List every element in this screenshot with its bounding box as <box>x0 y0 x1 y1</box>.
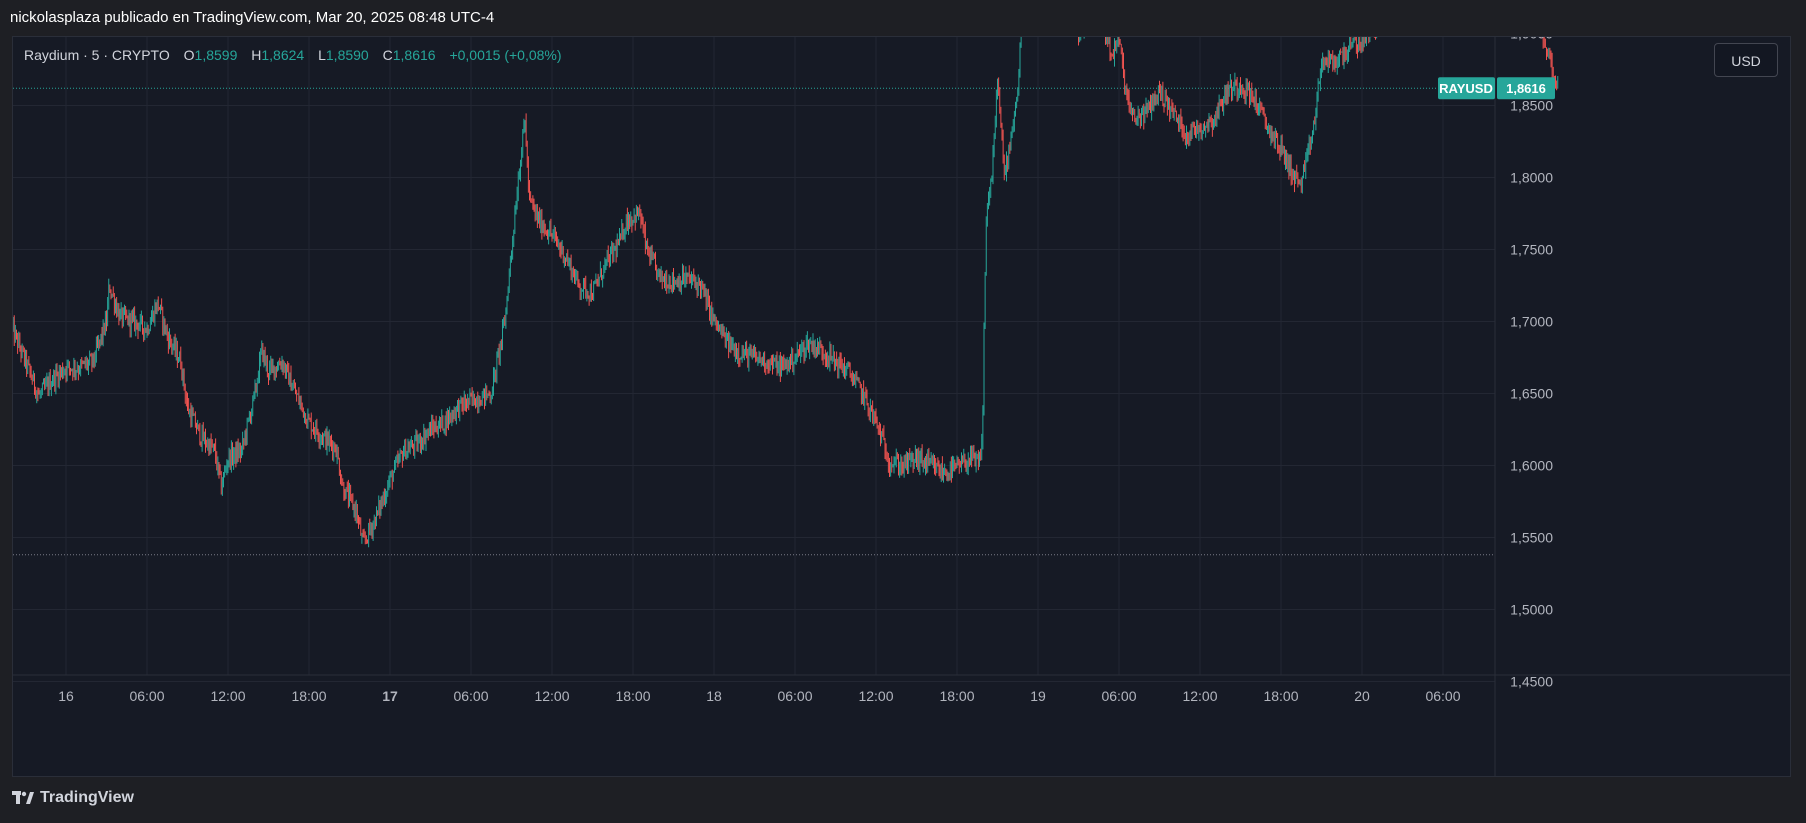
symbol-price-tag-text: RAYUSD <box>1439 81 1493 96</box>
y-tick-label: 1,9000 <box>1510 37 1553 42</box>
y-tick-label: 1,5000 <box>1510 602 1553 618</box>
price-axis[interactable]: 2,20002,15002,10002,05002,00001,95001,90… <box>1494 37 1553 776</box>
y-tick-label: 1,6500 <box>1510 386 1553 402</box>
x-tick-label: 12:00 <box>210 688 245 704</box>
tradingview-logo[interactable]: TradingView <box>12 789 134 807</box>
x-tick-label: 20 <box>1354 688 1370 704</box>
horizontal-levels <box>13 87 1495 556</box>
currency-button[interactable]: USD <box>1714 43 1778 77</box>
last-price-label: RAYUSD 1,8616 <box>1438 77 1555 100</box>
x-tick-label: 12:00 <box>534 688 569 704</box>
x-tick-label: 06:00 <box>1425 688 1460 704</box>
symbol-name[interactable]: Raydium · 5 · CRYPTO <box>24 47 170 63</box>
x-tick-label: 06:00 <box>777 688 812 704</box>
y-tick-label: 1,8000 <box>1510 170 1553 186</box>
x-tick-label: 18:00 <box>291 688 326 704</box>
y-tick-label: 1,7000 <box>1510 314 1553 330</box>
footer-brand: TradingView <box>40 789 134 806</box>
time-axis[interactable]: 16 06:00 12:00 18:00 17 06:00 12:00 18:00 18 06:0… <box>13 674 1790 704</box>
open-label: O <box>183 47 195 63</box>
high-label: H <box>251 47 262 63</box>
low-value: 1,8590 <box>325 47 369 63</box>
low-label: L <box>318 47 326 63</box>
y-tick-label: 1,8500 <box>1510 98 1553 114</box>
close-value: 1,8616 <box>392 47 436 63</box>
x-tick-label: 18:00 <box>939 688 974 704</box>
x-tick-label: 16 <box>58 688 74 704</box>
chart-pane[interactable]: 2,20002,15002,10002,05002,00001,95001,90… <box>12 36 1791 777</box>
change-value: +0,0015 (+0,08%) <box>449 47 562 63</box>
x-tick-label: 06:00 <box>1101 688 1136 704</box>
x-tick-label: 17 <box>382 688 398 704</box>
close-label: C <box>382 47 393 63</box>
price-chart[interactable]: 2,20002,15002,10002,05002,00001,95001,90… <box>13 37 1790 776</box>
x-tick-label: 12:00 <box>858 688 893 704</box>
tradingview-icon <box>12 791 34 804</box>
grid <box>13 37 1495 682</box>
last-price-tag-text: 1,8616 <box>1506 81 1546 96</box>
y-tick-label: 1,6000 <box>1510 458 1553 474</box>
open-value: 1,8599 <box>194 47 238 63</box>
x-tick-label: 12:00 <box>1182 688 1217 704</box>
symbol-legend: Raydium · 5 · CRYPTO O1,8599 H1,8624 L1,… <box>24 47 562 63</box>
x-tick-label: 18:00 <box>615 688 650 704</box>
candles <box>13 37 1559 548</box>
y-tick-label: 1,4500 <box>1510 674 1553 690</box>
high-value: 1,8624 <box>261 47 305 63</box>
x-tick-label: 19 <box>1030 688 1046 704</box>
publisher-caption: nickolasplaza publicado en TradingView.c… <box>10 9 495 26</box>
last-price-tag <box>1497 77 1555 100</box>
x-tick-label: 18:00 <box>1263 688 1298 704</box>
symbol-price-tag <box>1438 77 1495 100</box>
x-tick-label: 06:00 <box>129 688 164 704</box>
x-tick-label: 06:00 <box>453 688 488 704</box>
y-tick-label: 1,5500 <box>1510 530 1553 546</box>
y-tick-label: 1,7500 <box>1510 242 1553 258</box>
x-tick-label: 18 <box>706 688 722 704</box>
